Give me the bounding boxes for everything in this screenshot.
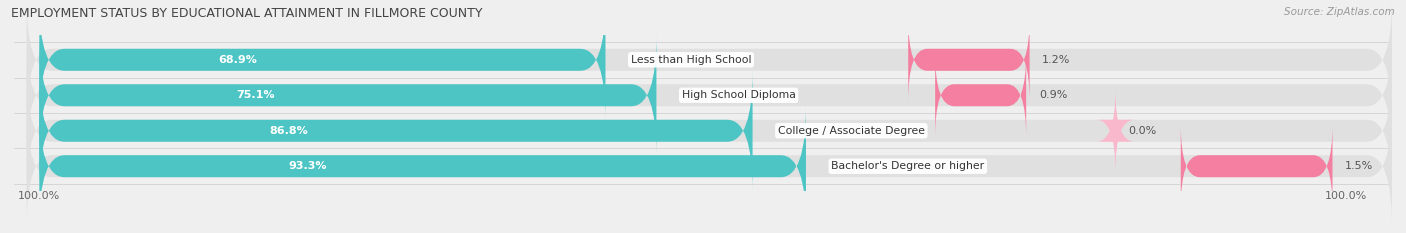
Text: 100.0%: 100.0%: [1324, 191, 1367, 201]
Text: 0.0%: 0.0%: [1128, 126, 1156, 136]
Text: 0.9%: 0.9%: [1039, 90, 1067, 100]
Text: College / Associate Degree: College / Associate Degree: [778, 126, 925, 136]
FancyBboxPatch shape: [27, 106, 1392, 226]
FancyBboxPatch shape: [39, 106, 806, 226]
FancyBboxPatch shape: [27, 35, 1392, 155]
Text: EMPLOYMENT STATUS BY EDUCATIONAL ATTAINMENT IN FILLMORE COUNTY: EMPLOYMENT STATUS BY EDUCATIONAL ATTAINM…: [11, 7, 482, 20]
FancyBboxPatch shape: [908, 17, 1029, 102]
Text: 75.1%: 75.1%: [236, 90, 274, 100]
Text: 1.5%: 1.5%: [1346, 161, 1374, 171]
FancyBboxPatch shape: [39, 71, 752, 191]
FancyBboxPatch shape: [1181, 124, 1333, 209]
Text: 86.8%: 86.8%: [270, 126, 308, 136]
Text: Bachelor's Degree or higher: Bachelor's Degree or higher: [831, 161, 984, 171]
Text: 93.3%: 93.3%: [288, 161, 328, 171]
Text: High School Diploma: High School Diploma: [682, 90, 796, 100]
FancyBboxPatch shape: [27, 71, 1392, 191]
Text: 1.2%: 1.2%: [1042, 55, 1070, 65]
FancyBboxPatch shape: [39, 35, 657, 155]
FancyBboxPatch shape: [27, 0, 1392, 120]
FancyBboxPatch shape: [935, 53, 1026, 137]
Text: 100.0%: 100.0%: [18, 191, 60, 201]
Text: Source: ZipAtlas.com: Source: ZipAtlas.com: [1284, 7, 1395, 17]
FancyBboxPatch shape: [39, 0, 606, 120]
Text: 68.9%: 68.9%: [218, 55, 257, 65]
Text: Less than High School: Less than High School: [631, 55, 751, 65]
FancyBboxPatch shape: [1097, 89, 1135, 173]
